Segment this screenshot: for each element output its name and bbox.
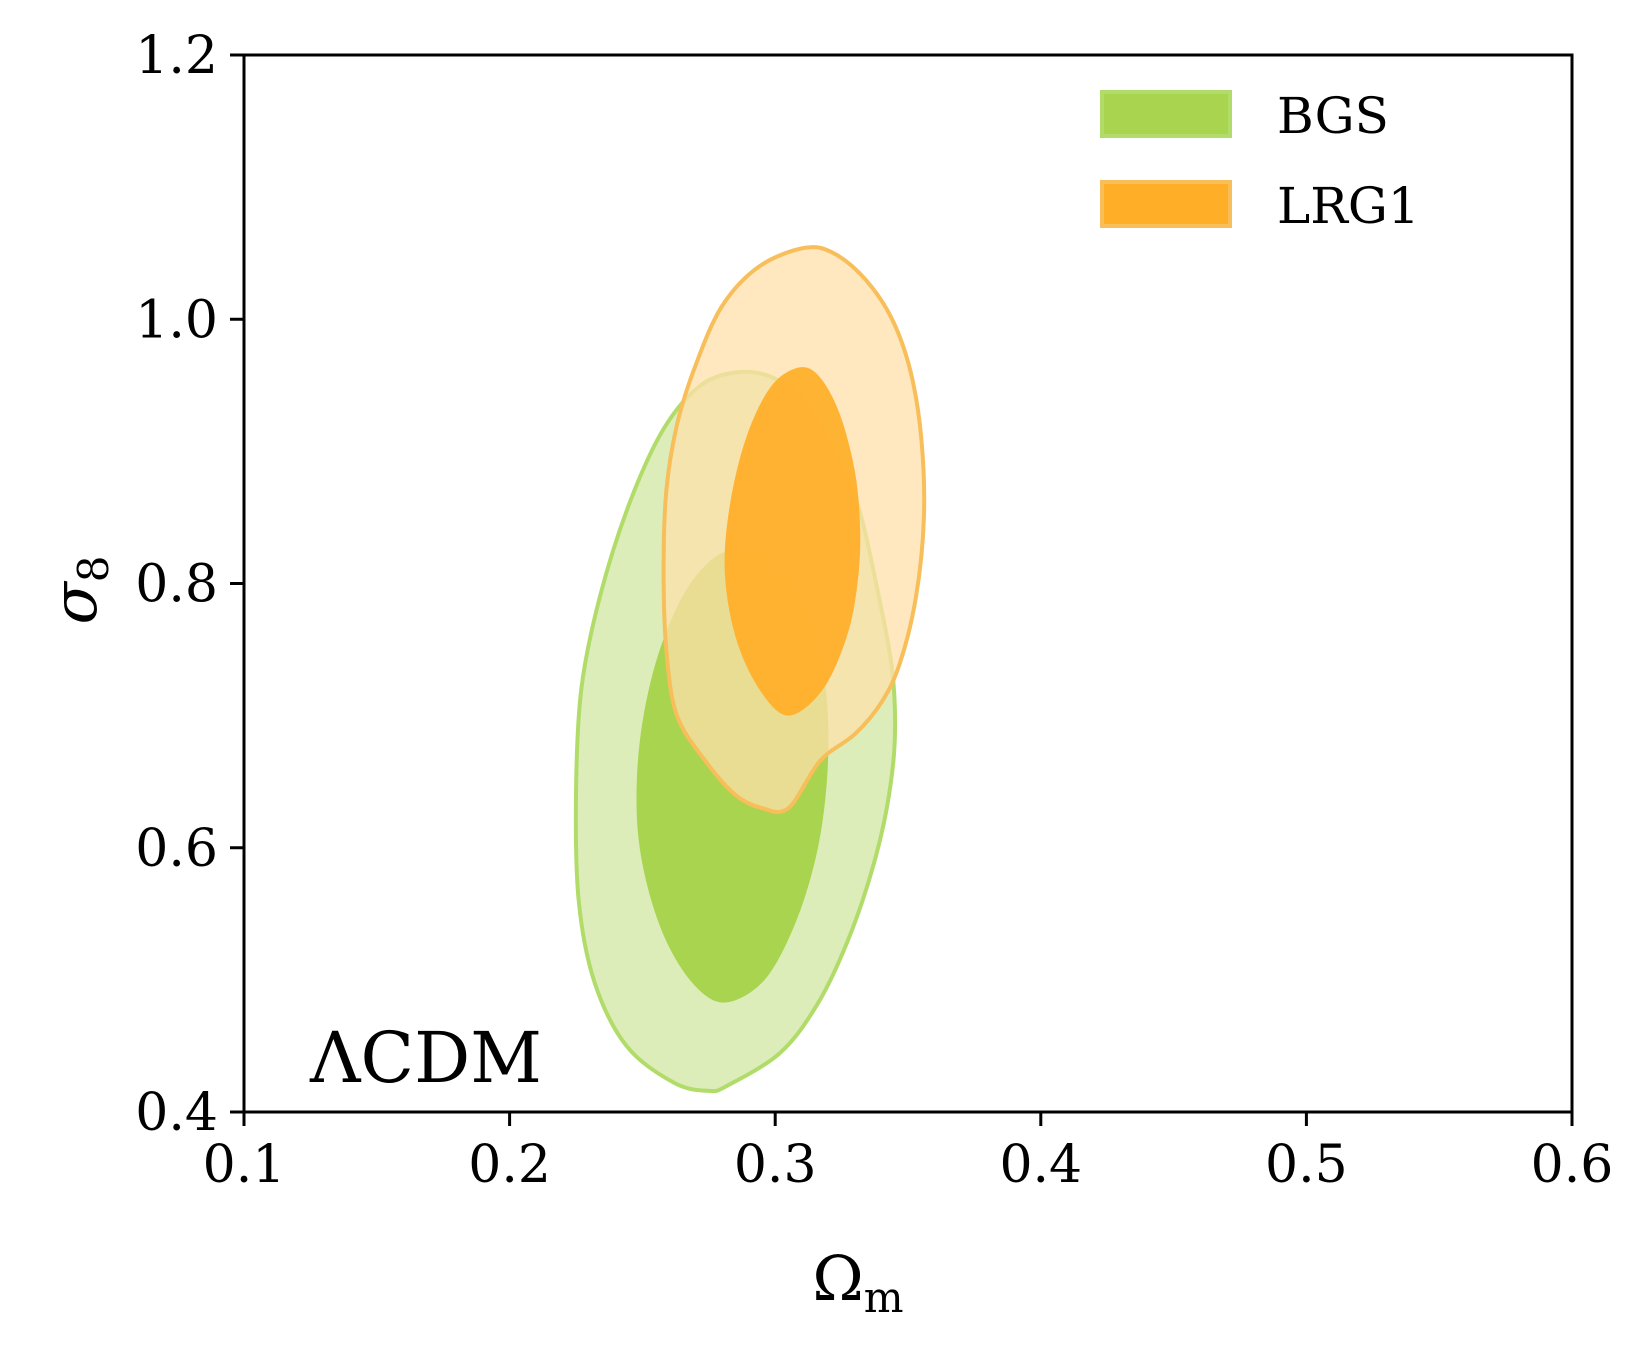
x-tick-label: 0.3 [734, 1135, 817, 1195]
x-tick-label: 0.2 [468, 1135, 551, 1195]
y-tick-label: 0.4 [135, 1083, 218, 1143]
legend-swatch-lrg1 [1100, 180, 1232, 228]
legend-label-lrg1: LRG1 [1277, 177, 1420, 235]
x-tick-label: 0.1 [203, 1135, 286, 1195]
model-annotation: ΛCDM [309, 1017, 542, 1099]
x-axis-ticks: 0.1 0.2 0.3 0.4 0.5 0.6 [203, 1112, 1614, 1195]
lrg1-1sigma-contour [724, 367, 861, 716]
x-axis-title-sub: m [864, 1273, 904, 1322]
x-tick-label: 0.5 [1265, 1135, 1348, 1195]
x-axis-title-main: Ω [812, 1242, 863, 1315]
y-axis-title-main: σ [38, 581, 111, 625]
legend-swatch-bgs [1100, 90, 1232, 138]
y-axis-ticks: 0.4 0.6 0.8 1.0 1.2 [135, 26, 244, 1143]
y-tick-label: 1.2 [135, 26, 218, 86]
contour-layers [573, 245, 927, 1094]
x-axis-title: Ωm [812, 1242, 903, 1322]
y-axis-title: σ8 [38, 555, 118, 624]
x-tick-label: 0.4 [999, 1135, 1082, 1195]
y-tick-label: 0.8 [135, 555, 218, 615]
legend-label-bgs: BGS [1277, 87, 1389, 145]
y-tick-label: 0.6 [135, 819, 218, 879]
x-tick-label: 0.6 [1531, 1135, 1614, 1195]
legend: BGS LRG1 [1100, 87, 1420, 235]
y-axis-title-sub: 8 [69, 555, 118, 582]
y-tick-label: 1.0 [135, 290, 218, 350]
